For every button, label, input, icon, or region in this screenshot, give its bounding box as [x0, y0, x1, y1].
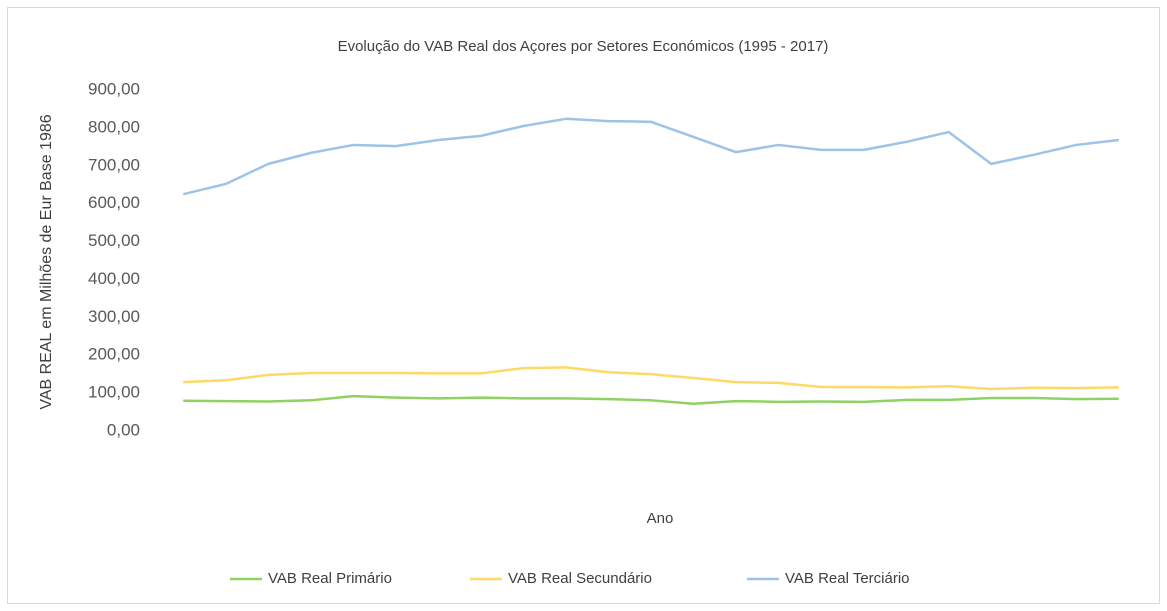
y-tick-label: 200,00	[88, 345, 140, 364]
y-tick-label: 700,00	[88, 155, 140, 174]
y-axis-label: VAB REAL em Milhões de Eur Base 1986	[38, 114, 55, 409]
chart-title: Evolução do VAB Real dos Açores por Seto…	[338, 38, 829, 55]
y-tick-label: 300,00	[88, 307, 140, 326]
y-tick-label: 500,00	[88, 231, 140, 250]
x-axis-label: Ano	[647, 510, 674, 527]
y-tick-label: 400,00	[88, 269, 140, 288]
legend-label: VAB Real Terciário	[785, 570, 910, 587]
chart-border	[7, 7, 1160, 604]
series-line	[183, 366, 1119, 391]
series-line	[183, 394, 1119, 405]
legend-label: VAB Real Secundário	[508, 570, 652, 587]
y-tick-label: 100,00	[88, 383, 140, 402]
y-tick-label: 800,00	[88, 117, 140, 136]
series-line	[182, 117, 1119, 196]
legend-label: VAB Real Primário	[268, 570, 392, 587]
y-tick-label: 0,00	[107, 420, 140, 439]
y-tick-label: 600,00	[88, 193, 140, 212]
y-tick-label: 900,00	[88, 79, 140, 98]
